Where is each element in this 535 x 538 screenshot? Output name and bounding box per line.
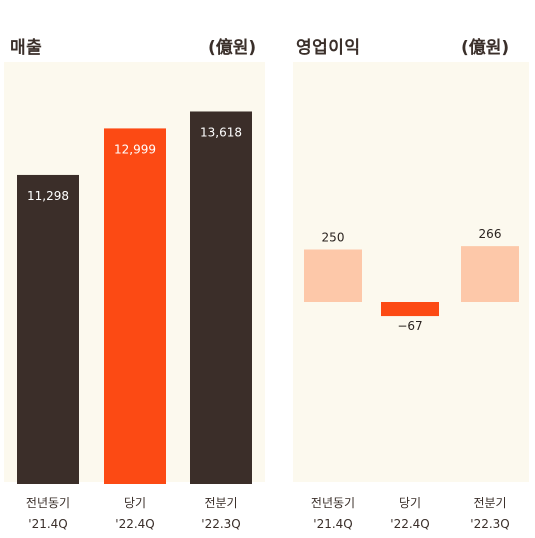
sales-value-label: 11,298: [27, 189, 69, 203]
sales-unit-label: (億원): [208, 38, 257, 58]
operating-profit-category-label: 전년동기: [311, 496, 355, 510]
operating-profit-panel-title: 영업이익: [296, 38, 361, 58]
sales-bar: [190, 111, 252, 484]
operating-profit-period-label: '21.4Q: [313, 517, 352, 531]
sales-period-label: '22.4Q: [115, 517, 154, 531]
operating-profit-category-label: 전분기: [473, 496, 506, 510]
operating-profit-value-label: 250: [322, 231, 345, 245]
sales-category-label: 전분기: [204, 496, 237, 510]
sales-value-label: 13,618: [200, 125, 242, 139]
sales-bar: [17, 174, 79, 484]
operating-profit-value-label: 266: [479, 227, 502, 241]
sales-value-label: 12,999: [114, 142, 156, 156]
operating-profit-category-label: 당기: [399, 496, 421, 510]
operating-profit-unit-label: (億원): [461, 38, 510, 58]
operating-profit-value-label: −67: [397, 319, 422, 333]
sales-panel-title: 매출: [10, 38, 43, 58]
operating-profit-bar: [461, 246, 519, 302]
sales-bar: [104, 128, 166, 484]
sales-category-label: 당기: [124, 496, 146, 510]
sales-category-label: 전년동기: [26, 496, 70, 510]
operating-profit-period-label: '22.3Q: [470, 517, 509, 531]
operating-profit-bar: [304, 249, 362, 302]
operating-profit-period-label: '22.4Q: [390, 517, 429, 531]
sales-period-label: '22.3Q: [201, 517, 240, 531]
sales-period-label: '21.4Q: [28, 517, 67, 531]
operating-profit-bar: [381, 302, 439, 317]
